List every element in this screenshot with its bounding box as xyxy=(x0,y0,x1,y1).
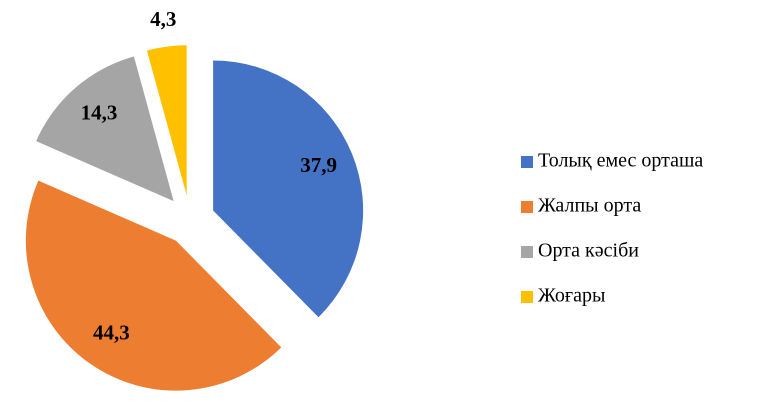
pie-slice xyxy=(36,56,174,202)
legend-swatch xyxy=(521,156,533,168)
pie-slice xyxy=(25,180,282,391)
data-label: 44,3 xyxy=(93,320,130,344)
data-label: 37,9 xyxy=(300,153,337,177)
data-label: 4,3 xyxy=(150,7,176,31)
legend-swatch xyxy=(521,246,533,258)
legend-swatch xyxy=(521,291,533,303)
legend-label: Орта кәсіби xyxy=(538,240,639,262)
pie-slice xyxy=(146,45,187,196)
data-label: 14,3 xyxy=(81,101,118,125)
pie-slice xyxy=(213,60,364,318)
legend-label: Жалпы орта xyxy=(538,195,641,217)
legend-label: Жоғары xyxy=(538,285,605,307)
legend-swatch xyxy=(521,201,533,213)
legend-label: Толық емес орташа xyxy=(538,150,703,172)
